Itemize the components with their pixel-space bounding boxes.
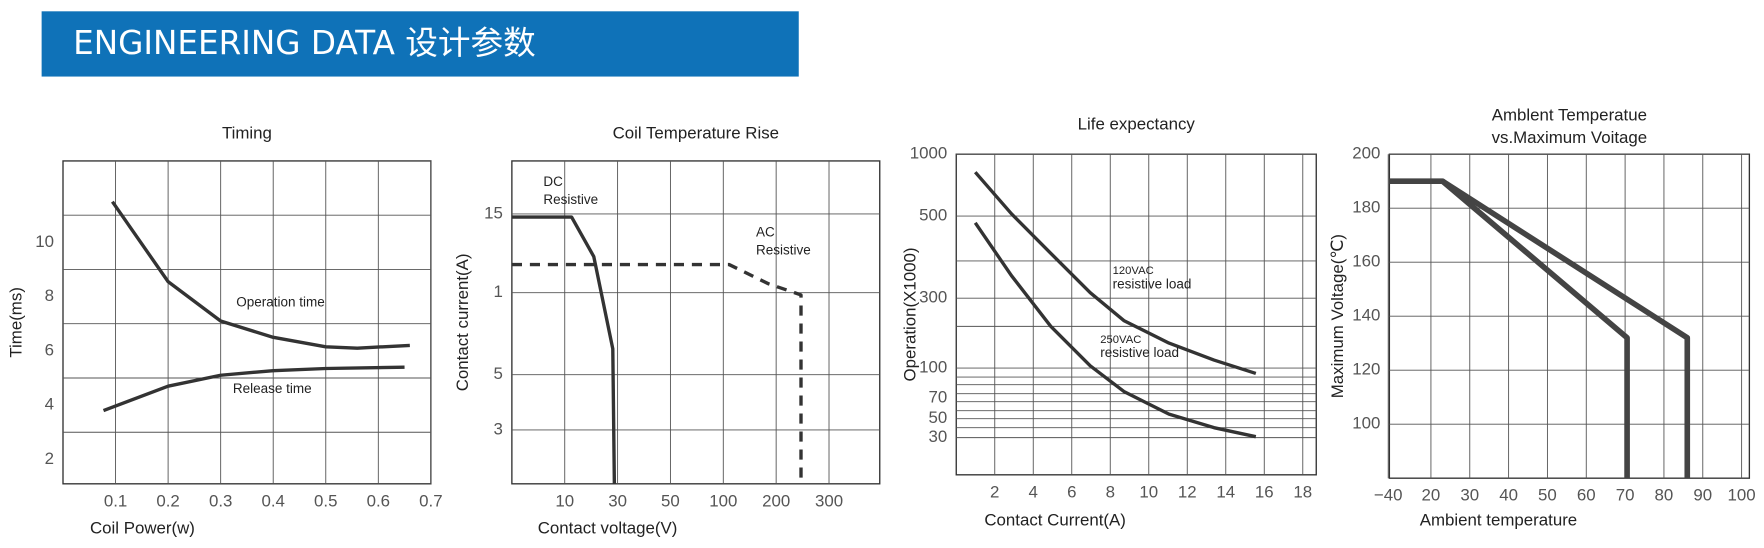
y-tick-label: 200: [1352, 144, 1380, 163]
x-tick-label: 100: [709, 491, 737, 510]
x-tick-label: 50: [1538, 486, 1557, 505]
x-tick-label: 6: [1067, 482, 1076, 501]
y-tick-label: 70: [928, 388, 947, 407]
x-tick-label: 80: [1655, 486, 1674, 505]
x-tick-label: 20: [1422, 486, 1441, 505]
x-tick-label: 90: [1693, 486, 1712, 505]
series-label: resistive load: [1113, 276, 1192, 291]
y-tick-label: 5: [493, 364, 502, 383]
x-axis-label: Ambient temperature: [1420, 510, 1577, 529]
y-tick-label: 140: [1352, 306, 1380, 325]
x-tick-label: 2: [990, 482, 999, 501]
series-label: Resistive: [543, 192, 598, 207]
y-axis-label: Contact current(A): [453, 254, 472, 392]
y-tick-label: 500: [919, 206, 947, 225]
y-tick-label: 120: [1352, 360, 1380, 379]
x-axis-label: Contact Current(A): [984, 510, 1125, 529]
x-tick-label: 0.2: [156, 491, 179, 510]
series-label: 120VAC: [1113, 265, 1154, 277]
plot-frame: [511, 160, 881, 485]
y-tick-label: 160: [1352, 252, 1380, 271]
x-tick-label: 0.7: [419, 491, 442, 510]
x-tick-label: 0.4: [261, 491, 284, 510]
series-line: [973, 171, 1257, 376]
x-tick-label: 30: [1460, 486, 1479, 505]
y-tick-label: 3: [493, 419, 502, 438]
x-tick-label: 50: [661, 491, 680, 510]
series-label: 250VAC: [1100, 334, 1141, 346]
series-line: [111, 200, 410, 350]
series-label: resistive load: [1100, 345, 1179, 360]
x-axis-label: Coil Power(w): [90, 518, 195, 537]
x-tick-label: 8: [1106, 482, 1115, 501]
series-line: [511, 215, 617, 484]
y-axis-label: Maximum Voltage(℃): [1328, 234, 1347, 398]
y-tick-label: 50: [928, 408, 947, 427]
series-label: Resistive: [756, 243, 811, 258]
x-tick-label: 60: [1577, 486, 1596, 505]
x-tick-label: 16: [1255, 482, 1274, 501]
y-tick-label: 2: [45, 449, 54, 468]
series-line: [1389, 178, 1630, 479]
series-label: Operation time: [236, 294, 325, 309]
chart-title: Coil Temperature Rise: [613, 123, 779, 142]
x-tick-label: 10: [555, 491, 574, 510]
header-title: ENGINEERING DATA 设计参数: [73, 24, 536, 62]
y-tick-label: 30: [928, 427, 947, 446]
series-line: [973, 221, 1257, 439]
x-axis-label: Contact voltage(V): [538, 518, 678, 537]
x-tick-label: 18: [1293, 482, 1312, 501]
y-tick-label: 1: [493, 282, 502, 301]
x-tick-label: 30: [608, 491, 627, 510]
x-tick-label: 4: [1029, 482, 1038, 501]
x-tick-label: −40: [1374, 486, 1403, 505]
x-tick-label: 40: [1499, 486, 1518, 505]
y-tick-label: 1000: [910, 144, 948, 163]
chart-title: Timing: [222, 123, 272, 142]
series-line: [1441, 178, 1691, 479]
x-tick-label: 70: [1616, 486, 1635, 505]
chart-title: Amblent Temperatue: [1492, 105, 1647, 124]
x-tick-label: 0.1: [104, 491, 127, 510]
x-tick-label: 200: [762, 491, 790, 510]
chart-title: Life expectancy: [1078, 114, 1196, 133]
y-tick-label: 100: [919, 357, 947, 376]
y-tick-label: 6: [45, 340, 54, 359]
y-tick-label: 300: [919, 288, 947, 307]
y-tick-label: 180: [1352, 198, 1380, 217]
series-line: [102, 365, 405, 413]
x-tick-label: 100: [1728, 486, 1756, 505]
x-tick-label: 12: [1178, 482, 1197, 501]
x-tick-label: 14: [1216, 482, 1235, 501]
x-tick-label: 0.3: [209, 491, 232, 510]
x-tick-label: 0.6: [367, 491, 390, 510]
y-tick-label: 15: [484, 203, 503, 222]
x-tick-label: 300: [815, 491, 843, 510]
y-tick-label: 8: [45, 286, 54, 305]
y-tick-label: 100: [1352, 414, 1380, 433]
header-bar: [41, 11, 799, 77]
plot-frame: [955, 153, 1317, 476]
x-tick-label: 0.5: [314, 491, 337, 510]
y-axis-label: Time(ms): [6, 287, 25, 358]
x-tick-label: 10: [1139, 482, 1158, 501]
y-axis-label: Operation(X1000): [901, 247, 920, 381]
series-label: Release time: [233, 381, 312, 396]
series-line: [511, 262, 803, 484]
chart-subtitle: vs.Maximum Voitage: [1492, 128, 1648, 147]
series-label: AC: [756, 225, 775, 240]
y-tick-label: 4: [45, 395, 54, 414]
series-label: DC: [543, 174, 563, 189]
y-tick-label: 10: [35, 232, 54, 251]
